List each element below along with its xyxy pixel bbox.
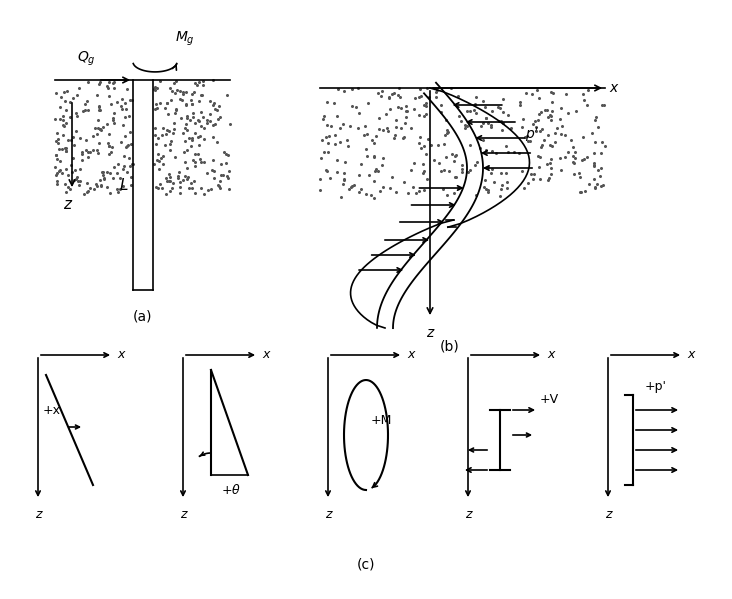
Text: x: x: [687, 349, 695, 362]
Text: +M: +M: [371, 413, 392, 426]
Text: (b): (b): [440, 340, 460, 354]
Text: +V: +V: [540, 393, 559, 406]
Text: +p': +p': [645, 380, 667, 393]
Text: z: z: [465, 508, 471, 521]
Text: +x: +x: [43, 404, 61, 416]
Text: z: z: [180, 508, 186, 521]
Text: $M_g$: $M_g$: [175, 30, 195, 48]
Text: z: z: [34, 508, 41, 521]
Text: x: x: [262, 349, 269, 362]
Text: x: x: [117, 349, 124, 362]
Text: z: z: [63, 197, 71, 212]
Text: x: x: [609, 81, 617, 95]
Text: L: L: [120, 177, 128, 192]
Text: $p'$: $p'$: [525, 126, 539, 144]
Text: (a): (a): [133, 310, 153, 324]
Text: (c): (c): [356, 558, 376, 572]
Text: z: z: [325, 508, 332, 521]
Text: z: z: [426, 326, 433, 340]
Text: $Q_g$: $Q_g$: [77, 50, 95, 68]
Text: +$\theta$: +$\theta$: [221, 483, 241, 497]
Text: z: z: [605, 508, 611, 521]
Text: x: x: [547, 349, 554, 362]
Text: x: x: [407, 349, 414, 362]
